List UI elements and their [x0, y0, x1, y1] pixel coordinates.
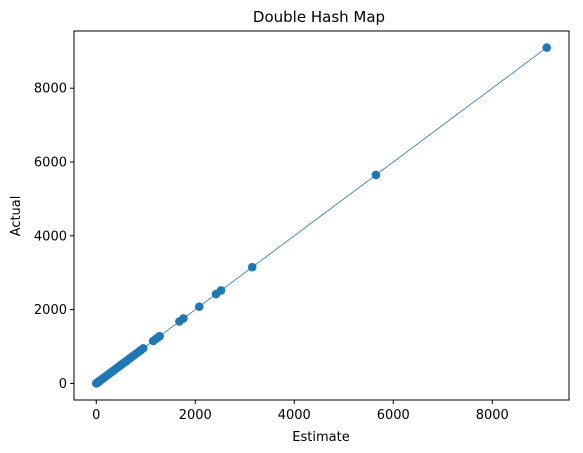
- y-axis-label: Actual: [9, 196, 24, 237]
- data-point: [194, 302, 204, 311]
- data-point: [139, 344, 148, 353]
- y-axis: 0 2000 4000 6000 8000: [34, 82, 74, 392]
- x-tick-label: 8000: [476, 408, 509, 423]
- y-tick-label: 4000: [34, 229, 67, 244]
- plot-frame: [73, 30, 570, 401]
- data-point: [155, 331, 164, 341]
- reference-line: [96, 47, 547, 384]
- x-axis: 0 2000 4000 6000 8000: [92, 400, 509, 423]
- y-tick-label: 8000: [34, 82, 67, 97]
- y-tick-label: 2000: [34, 303, 67, 318]
- data-point: [179, 314, 188, 323]
- x-tick-label: 0: [92, 408, 100, 423]
- y-tick-label: 0: [59, 377, 67, 392]
- data-point: [371, 170, 381, 180]
- data-point: [216, 286, 226, 295]
- x-tick-label: 4000: [278, 408, 311, 423]
- x-tick-label: 6000: [377, 408, 410, 423]
- data-points: [91, 43, 552, 388]
- y-tick-label: 6000: [34, 155, 67, 170]
- x-tick-label: 2000: [179, 408, 212, 423]
- data-point: [542, 43, 552, 52]
- chart-title: Double Hash Map: [253, 8, 385, 26]
- data-point: [247, 262, 257, 272]
- x-axis-label: Estimate: [292, 430, 349, 445]
